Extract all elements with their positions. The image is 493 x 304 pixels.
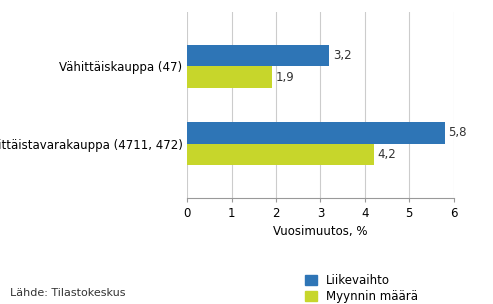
- Bar: [187, 66, 272, 88]
- X-axis label: Vuosimuutos, %: Vuosimuutos, %: [273, 225, 368, 238]
- Bar: [187, 122, 445, 143]
- Bar: [187, 45, 329, 66]
- Text: 1,9: 1,9: [275, 71, 294, 84]
- Text: Lähde: Tilastokeskus: Lähde: Tilastokeskus: [10, 288, 125, 298]
- Legend: Liikevaihto, Myynnin määrä: Liikevaihto, Myynnin määrä: [305, 274, 418, 303]
- Text: 3,2: 3,2: [333, 49, 352, 62]
- Text: 5,8: 5,8: [448, 126, 467, 139]
- Bar: [187, 143, 374, 165]
- Text: 4,2: 4,2: [377, 148, 396, 161]
